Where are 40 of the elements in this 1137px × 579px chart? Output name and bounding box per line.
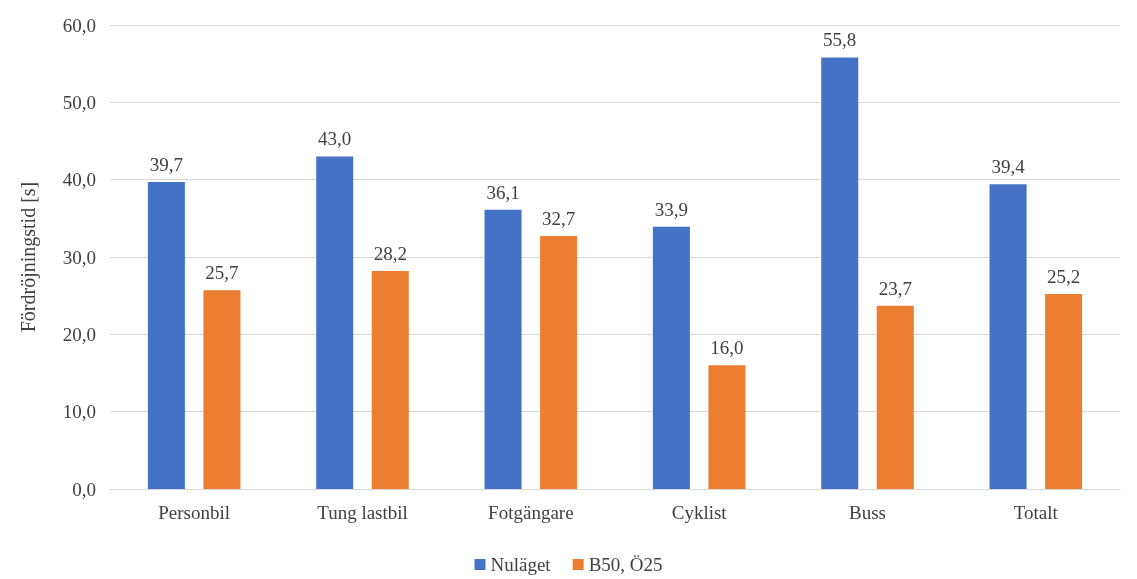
bar: [147, 181, 185, 489]
x-tick-label: Fotgängare: [488, 502, 574, 523]
data-label: 28,2: [373, 242, 407, 264]
x-tick-label: Personbil: [158, 502, 231, 523]
y-tick-label: 20,0: [62, 323, 96, 345]
legend-label: Nuläget: [490, 554, 552, 575]
y-tick-label: 0,0: [72, 478, 96, 500]
y-tick-label: 40,0: [62, 169, 96, 191]
bar: [371, 270, 409, 489]
y-tick-label: 10,0: [62, 401, 96, 423]
data-label: 36,1: [486, 181, 520, 203]
bar: [316, 156, 354, 489]
x-tick-label: Buss: [849, 502, 886, 523]
bar: [484, 209, 522, 489]
x-tick-label: Cyklist: [671, 502, 728, 523]
bar: [821, 57, 859, 489]
data-label: 25,2: [1046, 266, 1081, 288]
legend-label: B50, Ö25: [588, 554, 663, 575]
data-label: 16,0: [710, 337, 744, 359]
y-tick-label: 30,0: [62, 246, 96, 268]
data-label: 25,7: [205, 262, 239, 284]
bar: [652, 226, 690, 489]
y-tick-label: 50,0: [62, 91, 96, 113]
bar: [708, 365, 746, 489]
bar: [989, 184, 1027, 489]
x-tick-label: Tung lastbil: [317, 502, 408, 523]
bar: [540, 236, 578, 489]
bar: [1045, 294, 1083, 489]
bar: [876, 305, 914, 489]
data-label: 43,0: [318, 128, 352, 150]
data-label: 23,7: [878, 277, 912, 299]
data-label: 33,9: [654, 198, 689, 220]
bar: [203, 290, 241, 489]
data-label: 39,4: [991, 156, 1026, 178]
x-tick-label: Totalt: [1013, 502, 1059, 523]
y-tick-label: 60,0: [62, 14, 96, 36]
data-label: 55,8: [823, 29, 857, 51]
data-label: 39,7: [149, 153, 184, 175]
data-label: 32,7: [541, 208, 576, 230]
y-axis-title: Fördröjningstid [s]: [17, 181, 40, 333]
